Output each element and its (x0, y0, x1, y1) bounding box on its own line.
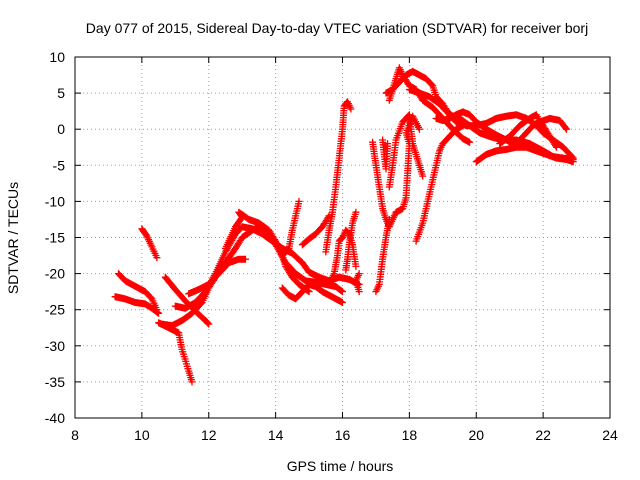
x-tick-label: 8 (71, 427, 79, 443)
data-series-track-z (496, 111, 560, 151)
y-tick-label: -30 (45, 338, 65, 354)
y-tick-label: 10 (49, 49, 65, 65)
y-axis-label: SDTVAR / TECUs (5, 182, 21, 294)
plus-markers (369, 112, 423, 231)
x-tick-label: 22 (535, 427, 551, 443)
data-series-track-c (138, 225, 161, 262)
y-tick-label: -10 (45, 193, 65, 209)
axis-ticks (74, 56, 611, 419)
y-tick-label: 5 (57, 85, 65, 101)
plus-markers (115, 270, 161, 314)
data-series-track-h (185, 255, 249, 298)
plus-markers (138, 225, 161, 262)
y-tick-label: -25 (45, 302, 65, 318)
y-tick-label: -35 (45, 374, 65, 390)
data-series-track-q (369, 112, 423, 231)
data-series-track-k (278, 197, 303, 259)
chart-title: Day 077 of 2015, Sidereal Day-to-day VTE… (86, 20, 588, 36)
x-tick-label: 16 (335, 427, 351, 443)
x-tick-label: 18 (402, 427, 418, 443)
x-tick-label: 14 (268, 427, 284, 443)
plus-markers (155, 319, 196, 386)
y-tick-label: 0 (57, 121, 65, 137)
plus-markers (372, 215, 393, 296)
plus-markers (379, 136, 392, 173)
y-tick-label: -15 (45, 230, 65, 246)
y-tick-label: -40 (45, 410, 65, 426)
data-series-track-r (372, 215, 393, 296)
x-axis-tick-labels: 8 10 12 14 16 18 20 22 24 (71, 427, 618, 443)
data-series-track-p (352, 270, 363, 296)
plus-markers (322, 98, 355, 256)
plus-markers (111, 293, 163, 317)
plus-markers (412, 122, 467, 245)
data-series-track-i (222, 208, 313, 296)
plus-markers (496, 111, 560, 151)
data-series-track-b (111, 293, 163, 317)
data-series-track-n (322, 98, 355, 256)
plus-markers (222, 208, 313, 296)
plus-markers (385, 111, 427, 191)
y-tick-label: -20 (45, 266, 65, 282)
data-series-track-s (385, 111, 427, 191)
data-marks (111, 64, 577, 386)
data-series-track-aa (412, 122, 467, 245)
data-series-track-y (472, 143, 577, 166)
x-axis-label: GPS time / hours (287, 458, 394, 474)
plus-markers (298, 212, 333, 249)
y-axis-tick-labels: -40 -35 -30 -25 -20 -15 -10 -5 0 5 10 (45, 49, 65, 426)
y-tick-label: -5 (53, 157, 66, 173)
plus-markers (472, 143, 577, 166)
data-series-track-t (379, 136, 392, 173)
data-series-track-a (115, 270, 161, 314)
data-series-track-l (298, 212, 333, 249)
plus-markers (185, 255, 249, 298)
data-series-track-o (342, 208, 360, 274)
plus-markers (278, 197, 303, 259)
plus-markers (278, 280, 346, 306)
x-tick-label: 10 (134, 427, 150, 443)
data-series-track-j (278, 280, 346, 306)
plus-markers (342, 208, 360, 274)
data-series-track-d (155, 319, 196, 386)
x-tick-label: 20 (468, 427, 484, 443)
x-tick-label: 12 (201, 427, 217, 443)
x-tick-label: 24 (602, 427, 618, 443)
plus-markers (352, 270, 363, 296)
